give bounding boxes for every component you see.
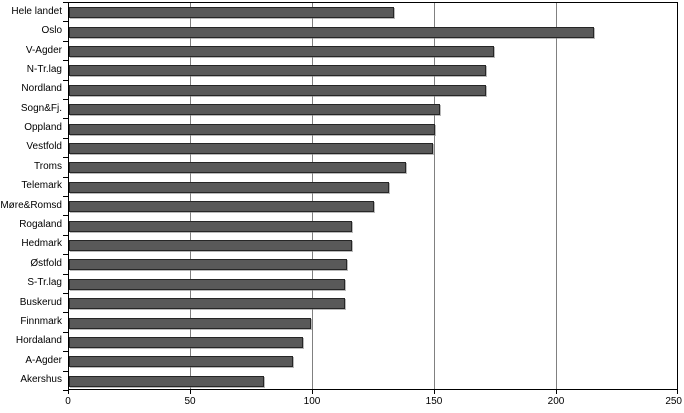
bar	[69, 85, 486, 96]
gridline	[190, 3, 191, 389]
bar	[69, 259, 347, 270]
y-axis-tick	[63, 371, 68, 372]
y-axis-tick	[63, 215, 68, 216]
y-axis-tick	[63, 99, 68, 100]
bar	[69, 124, 435, 135]
x-axis-tick	[190, 390, 191, 394]
bar	[69, 65, 486, 76]
y-axis-tick	[63, 118, 68, 119]
gridline	[312, 3, 313, 389]
bar	[69, 376, 264, 387]
category-label: Østfold	[30, 258, 62, 269]
bar	[69, 143, 433, 154]
category-label: Finnmark	[20, 316, 62, 327]
bar	[69, 318, 311, 329]
y-axis-tick	[63, 138, 68, 139]
bar	[69, 279, 345, 290]
category-label: Telemark	[21, 180, 62, 191]
x-axis-tick-label: 100	[303, 396, 321, 407]
x-axis-tick-label: 150	[425, 396, 443, 407]
y-axis-tick	[63, 157, 68, 158]
category-label: Sogn&Fj.	[20, 103, 62, 114]
bar	[69, 27, 594, 38]
category-label: Hele landet	[11, 6, 62, 17]
bar	[69, 7, 394, 18]
category-label: Hedmark	[21, 238, 62, 249]
y-axis-tick	[63, 254, 68, 255]
x-axis-tick	[312, 390, 313, 394]
category-label: Buskerud	[19, 297, 62, 308]
category-label: A-Agder	[25, 355, 62, 366]
y-axis-tick	[63, 293, 68, 294]
bar	[69, 298, 345, 309]
x-axis-tick-label: 200	[547, 396, 565, 407]
x-axis-tick	[556, 390, 557, 394]
bar	[69, 46, 494, 57]
bar	[69, 240, 352, 251]
x-axis-tick-label: 50	[184, 396, 196, 407]
y-axis-tick	[63, 196, 68, 197]
bar	[69, 104, 440, 115]
category-label: Troms	[34, 161, 62, 172]
gridline	[434, 3, 435, 389]
x-axis-tick	[677, 390, 678, 394]
category-label: Vestfold	[26, 141, 62, 152]
gridline	[556, 3, 557, 389]
y-axis-tick	[63, 21, 68, 22]
y-axis-tick	[63, 80, 68, 81]
y-axis-tick	[63, 41, 68, 42]
category-label: Oslo	[41, 25, 62, 36]
bar	[69, 182, 389, 193]
bar	[69, 221, 352, 232]
category-label: Møre&Romsd	[0, 200, 62, 211]
category-label: Nordland	[21, 83, 62, 94]
category-label: Oppland	[24, 122, 62, 133]
plot-area	[68, 2, 678, 390]
y-axis-tick	[63, 390, 68, 391]
category-label: S-Tr.lag	[27, 277, 62, 288]
y-axis-tick	[63, 60, 68, 61]
y-axis-tick	[63, 2, 68, 3]
x-axis-tick	[434, 390, 435, 394]
x-axis-tick-label: 0	[65, 396, 71, 407]
category-label: V-Agder	[25, 45, 62, 56]
category-label: Rogaland	[19, 219, 62, 230]
x-axis-tick-label: 250	[665, 396, 682, 407]
y-axis-tick	[63, 351, 68, 352]
y-axis-tick	[63, 177, 68, 178]
category-label: N-Tr.lag	[26, 64, 62, 75]
bar	[69, 201, 374, 212]
bar	[69, 162, 406, 173]
x-axis-tick	[68, 390, 69, 394]
y-axis-tick	[63, 235, 68, 236]
bar	[69, 356, 293, 367]
y-axis-tick	[63, 332, 68, 333]
y-axis-tick	[63, 312, 68, 313]
y-axis-tick	[63, 274, 68, 275]
bar	[69, 337, 303, 348]
category-label: Akershus	[20, 374, 62, 385]
category-label: Hordaland	[15, 335, 62, 346]
